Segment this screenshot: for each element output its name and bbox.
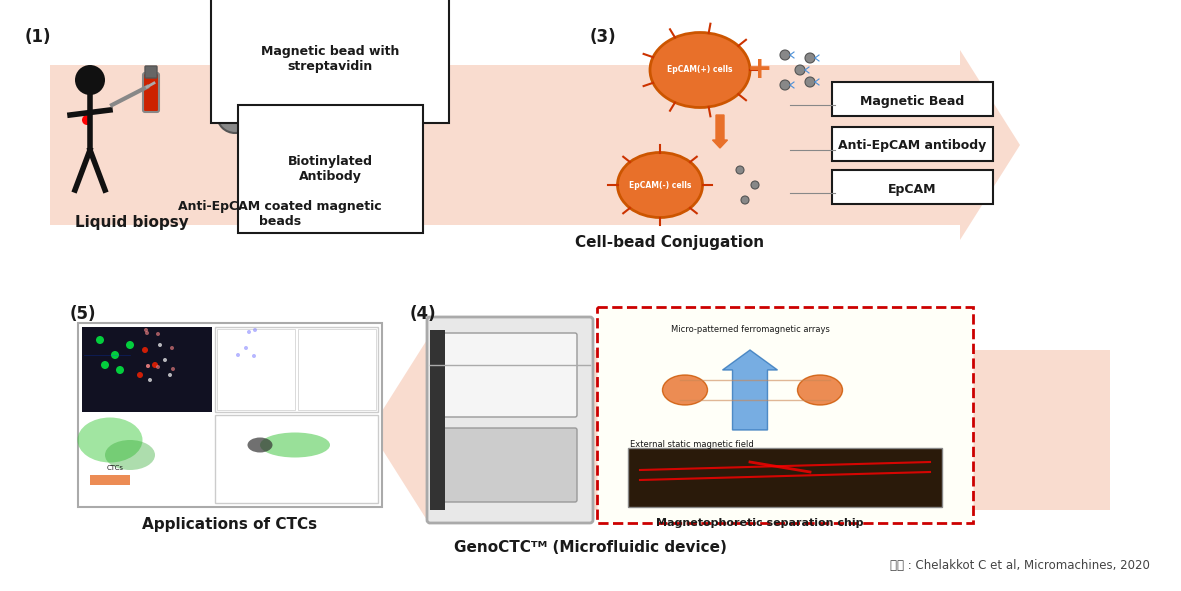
Ellipse shape [663, 375, 707, 405]
FancyBboxPatch shape [145, 66, 157, 78]
FancyBboxPatch shape [215, 415, 378, 503]
Text: Anti-EpCAM antibody: Anti-EpCAM antibody [837, 139, 986, 152]
Text: +: + [253, 100, 278, 129]
Text: Magnetic bead with
streptavidin: Magnetic bead with streptavidin [261, 45, 399, 73]
Text: 출저 : Chelakkot C et al, Micromachines, 2020: 출저 : Chelakkot C et al, Micromachines, 2… [890, 559, 1150, 572]
Text: Liquid biopsy: Liquid biopsy [76, 215, 189, 230]
Text: External static magnetic field: External static magnetic field [629, 440, 753, 449]
FancyBboxPatch shape [428, 317, 593, 523]
Circle shape [137, 372, 143, 378]
Circle shape [171, 356, 175, 360]
Circle shape [243, 361, 247, 365]
Circle shape [143, 338, 146, 342]
Circle shape [102, 361, 109, 369]
Bar [90, 475, 130, 485]
Circle shape [152, 362, 158, 368]
Ellipse shape [650, 33, 750, 108]
Circle shape [96, 336, 104, 344]
FancyBboxPatch shape [215, 327, 378, 412]
FancyBboxPatch shape [78, 323, 381, 507]
Circle shape [168, 373, 172, 377]
Circle shape [126, 341, 133, 349]
Text: (2): (2) [250, 28, 276, 46]
Text: Cell-bead Conjugation: Cell-bead Conjugation [575, 235, 764, 250]
Ellipse shape [78, 417, 143, 463]
Circle shape [387, 97, 423, 133]
Text: CTCs: CTCs [106, 465, 124, 471]
Circle shape [736, 166, 744, 174]
Text: Magnetophoretic separation chip: Magnetophoretic separation chip [657, 518, 863, 528]
Circle shape [146, 328, 150, 332]
Circle shape [116, 366, 124, 374]
Ellipse shape [797, 375, 842, 405]
FancyBboxPatch shape [831, 82, 993, 116]
Circle shape [397, 107, 413, 123]
Circle shape [158, 343, 162, 347]
Text: GenoCTCᵀᴹ (Microfluidic device): GenoCTCᵀᴹ (Microfluidic device) [454, 540, 726, 555]
FancyArrow shape [723, 350, 777, 430]
Text: Magnetic Bead: Magnetic Bead [860, 95, 964, 108]
FancyBboxPatch shape [443, 333, 578, 417]
Text: (4): (4) [410, 305, 437, 323]
FancyBboxPatch shape [831, 127, 993, 161]
FancyBboxPatch shape [298, 329, 376, 410]
FancyBboxPatch shape [81, 415, 213, 503]
Circle shape [805, 53, 815, 63]
Text: Applications of CTCs: Applications of CTCs [143, 517, 318, 532]
Circle shape [111, 351, 119, 359]
Circle shape [150, 355, 154, 359]
Circle shape [239, 346, 243, 350]
FancyArrow shape [329, 121, 389, 135]
Circle shape [779, 80, 790, 90]
Circle shape [795, 65, 805, 75]
Circle shape [249, 364, 253, 368]
Circle shape [805, 77, 815, 87]
Circle shape [168, 347, 172, 351]
FancyArrow shape [370, 335, 1110, 525]
FancyBboxPatch shape [217, 329, 295, 410]
FancyBboxPatch shape [831, 170, 993, 204]
Circle shape [163, 358, 167, 362]
FancyBboxPatch shape [81, 327, 213, 412]
Text: Anti-EpCAM coated magnetic
beads: Anti-EpCAM coated magnetic beads [178, 200, 381, 228]
Text: EpCAM: EpCAM [888, 183, 937, 196]
Text: EpCAM(+) cells: EpCAM(+) cells [667, 66, 732, 74]
Circle shape [227, 107, 243, 123]
FancyBboxPatch shape [598, 307, 973, 523]
Text: +: + [748, 56, 772, 85]
Text: (1): (1) [25, 28, 52, 46]
Circle shape [239, 338, 243, 342]
FancyArrow shape [50, 50, 1020, 240]
Text: (3): (3) [590, 28, 616, 46]
Circle shape [143, 341, 146, 345]
Circle shape [751, 181, 759, 189]
Circle shape [779, 50, 790, 60]
Bar [430, 330, 445, 510]
Circle shape [76, 65, 105, 95]
Ellipse shape [618, 152, 703, 217]
Circle shape [81, 115, 92, 125]
Text: EpCAM(-) cells: EpCAM(-) cells [628, 180, 691, 190]
Circle shape [172, 330, 176, 334]
FancyBboxPatch shape [628, 448, 942, 507]
Circle shape [146, 353, 150, 357]
Ellipse shape [105, 440, 155, 470]
Circle shape [217, 97, 253, 133]
Circle shape [142, 347, 148, 353]
Text: (5): (5) [70, 305, 97, 323]
Text: Biotinylated
Antibody: Biotinylated Antibody [287, 155, 372, 183]
Ellipse shape [260, 433, 329, 457]
Circle shape [239, 360, 242, 364]
FancyBboxPatch shape [443, 428, 578, 502]
Circle shape [148, 378, 152, 382]
Circle shape [740, 196, 749, 204]
FancyBboxPatch shape [143, 73, 159, 112]
FancyArrow shape [712, 115, 727, 148]
Ellipse shape [248, 437, 273, 453]
Text: Micro-patterned ferromagnetic arrays: Micro-patterned ferromagnetic arrays [671, 325, 829, 334]
